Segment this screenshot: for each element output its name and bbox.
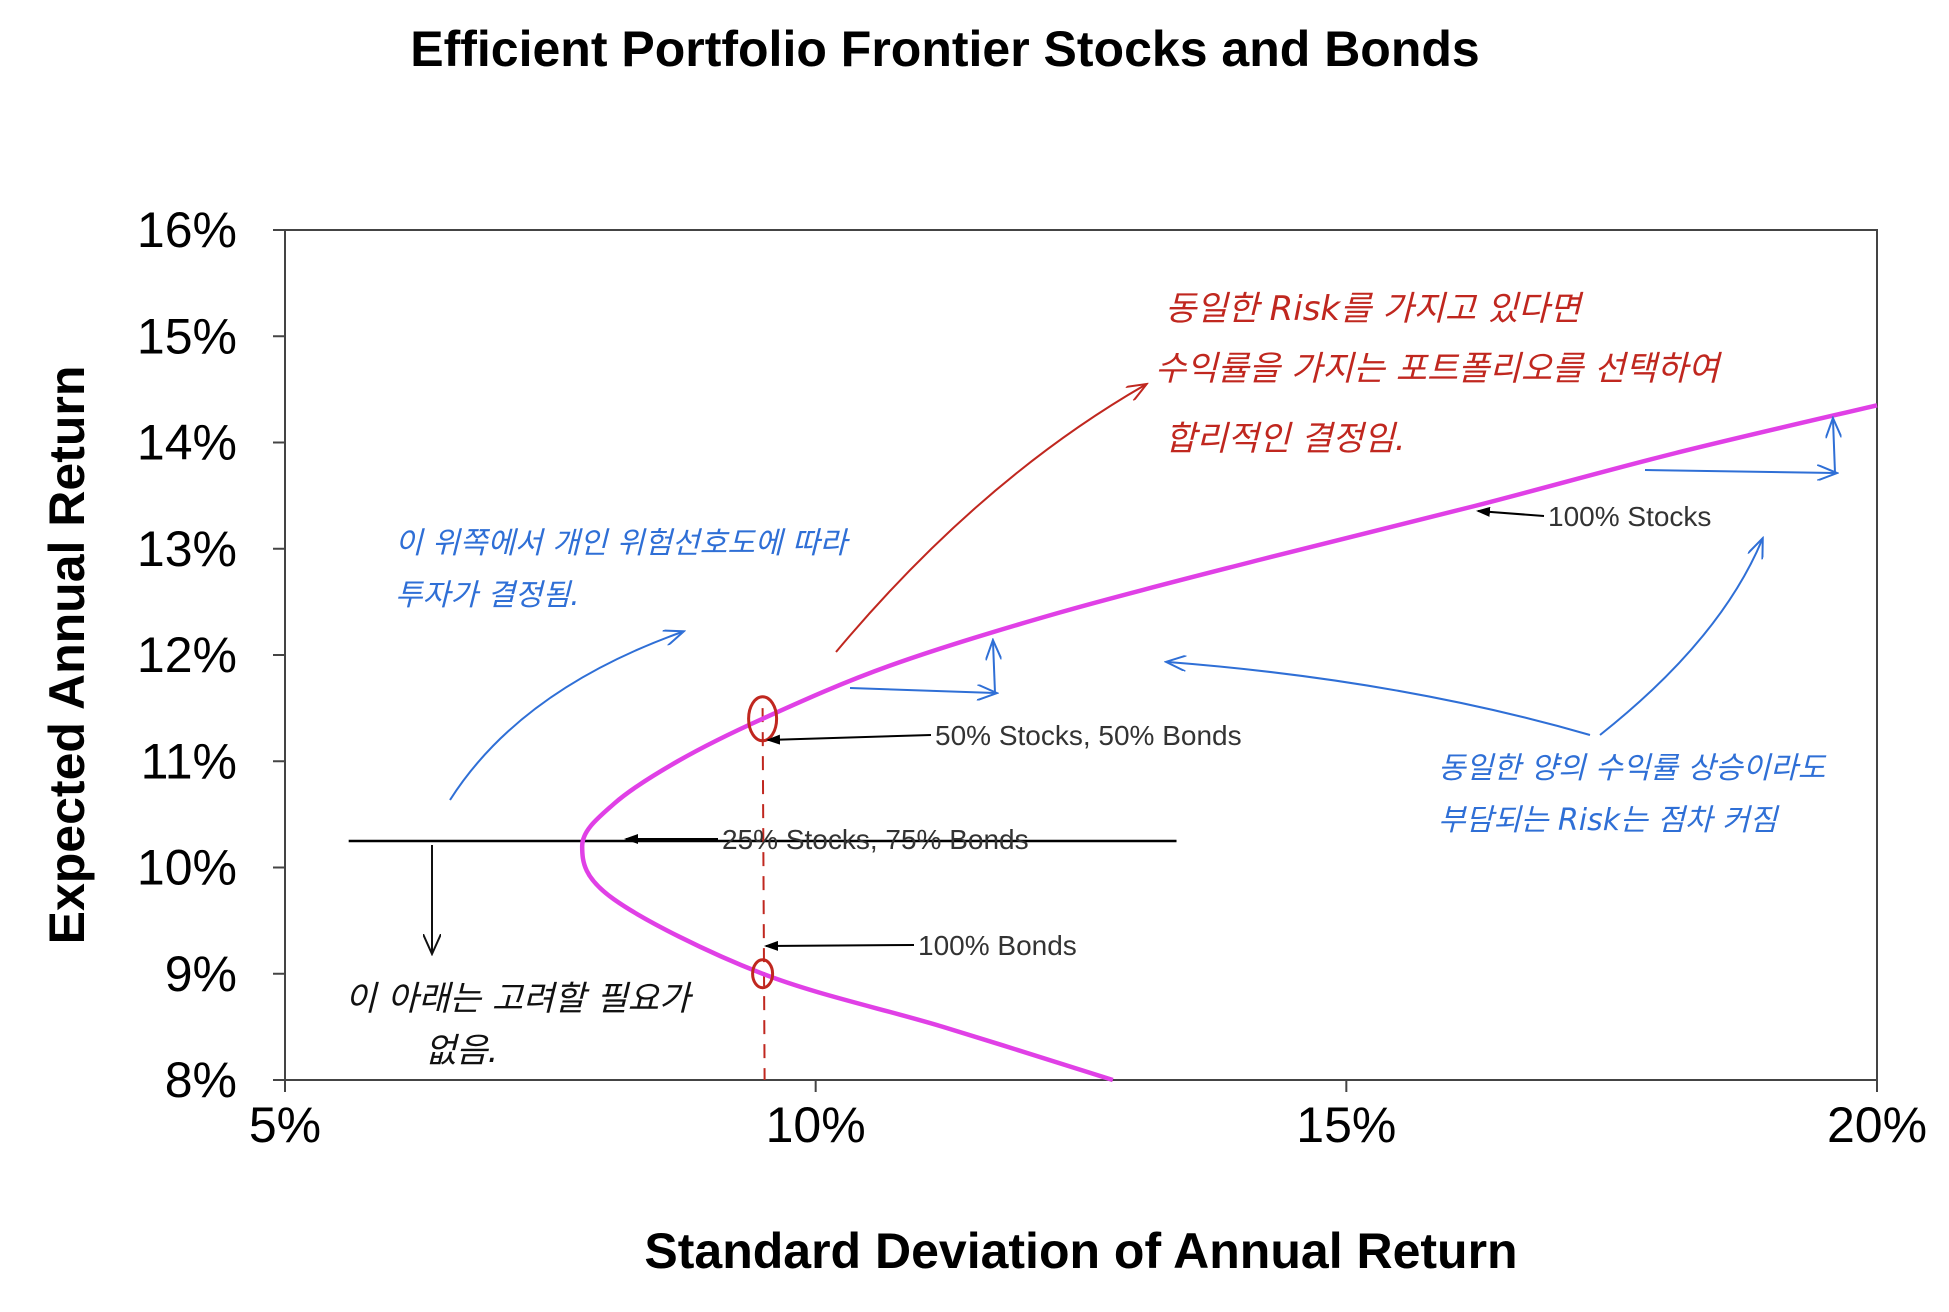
black-note-line-1: 이 아래는 고려할 필요가 [345,979,694,1019]
y-axis-ticks: 8% 9% 10% 11% 12% 13% 14% 15% 16% [137,202,285,1108]
y-tick-label: 10% [137,840,237,896]
blue-right-line-1: 동일한 양의 수익률 상승이라도 [1438,751,1827,786]
y-tick-label: 9% [165,946,237,1002]
red-handwritten-note: 동일한 Risk를 가지고 있다면 수익률을 가지는 포트폴리오를 선택하여 합… [835,289,1723,653]
blue-right-line-2: 부담되는 Risk는 점차 커짐 [1438,803,1780,838]
blue-step-arrow-high-h [1644,470,1835,473]
annotation-label: 50% Stocks, 50% Bonds [935,720,1242,751]
x-axis-label: Standard Deviation of Annual Return [644,1223,1517,1279]
blue-left-line-1: 이 위쪽에서 개인 위험선호도에 따라 [395,526,851,561]
plot-area: 100% Stocks 50% Stocks, 50% Bonds 25% Stoc… [348,403,1878,1083]
y-tick-label: 15% [137,308,237,364]
x-axis-ticks: 5% 10% 15% 20% [249,1080,1927,1153]
point-100-bonds-circle [751,958,775,990]
red-note-line-1: 동일한 Risk를 가지고 있다면 [1165,289,1584,329]
x-tick-label: 15% [1296,1097,1396,1153]
annotation-arrow [1476,506,1545,517]
black-note-line-2: 없음. [425,1031,498,1071]
annotation-label: 100% Stocks [1548,501,1711,532]
blue-handwritten-note-right: 동일한 양의 수익률 상승이라도 부담되는 Risk는 점차 커짐 [849,420,1835,838]
y-tick-label: 11% [141,733,237,789]
frontier-series-line [579,403,1878,1083]
point-50-50-circle [747,695,779,743]
y-axis-label: Expected Annual Return [39,366,95,945]
blue-step-arrow-low-h [849,688,995,693]
y-tick-label: 13% [137,521,237,577]
black-handwritten-note: 이 아래는 고려할 필요가 없음. [345,845,694,1071]
red-note-line-2: 수익률을 가지는 포트폴리오를 선택하여 [1155,349,1723,389]
blue-handwritten-note-left: 이 위쪽에서 개인 위험선호도에 따라 투자가 결정됨. [395,526,851,801]
chart-title: Efficient Portfolio Frontier Stocks and … [410,21,1480,77]
vertical-dashed-line [761,708,766,1081]
y-tick-label: 8% [165,1052,237,1108]
y-tick-label: 14% [137,415,237,471]
annotation-label: 25% Stocks, 75% Bonds [722,824,1029,855]
blue-arrow-right-1 [1168,662,1591,736]
x-tick-label: 5% [249,1097,321,1153]
x-tick-label: 20% [1827,1097,1927,1153]
annotation-arrow [764,940,915,951]
blue-left-line-2: 투자가 결정됨. [395,578,580,613]
blue-arrow-right-2 [1599,540,1762,736]
red-note-line-3: 합리적인 결정임. [1165,419,1406,459]
red-arrow [835,385,1145,653]
blue-step-arrow-low-v [993,642,995,694]
y-tick-label: 12% [137,627,237,683]
x-tick-label: 10% [766,1097,866,1153]
annotation-label: 100% Bonds [918,930,1077,961]
y-tick-label: 16% [137,202,237,258]
blue-arrow-left [449,632,682,801]
annotation-arrow [766,734,932,745]
blue-step-arrow-high-v [1833,420,1835,474]
